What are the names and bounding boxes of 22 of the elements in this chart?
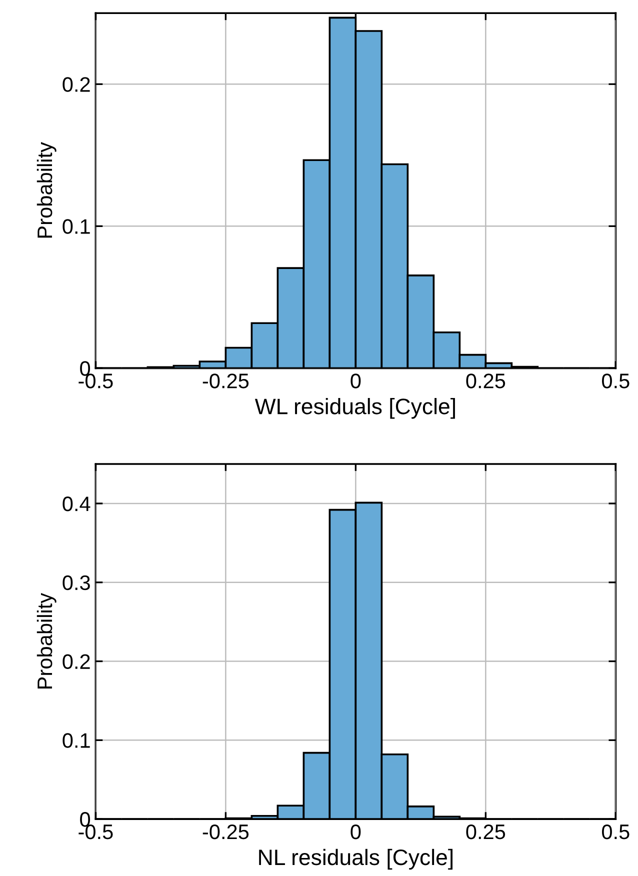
y-tick-label: 0 [80, 361, 90, 376]
x-tick-label: 0 [350, 374, 361, 388]
x-tick-label: 0.5 [602, 374, 630, 388]
y-tick-label: 0.1 [62, 219, 90, 234]
x-tick-label: 0 [350, 824, 361, 840]
x-axis-title: WL residuals [Cycle] [254, 398, 455, 419]
y-tick-label: 0.2 [62, 654, 90, 670]
x-tick-label: -0.25 [202, 374, 249, 388]
y-tick-label: 0 [80, 812, 90, 827]
y-tick-label: 0.1 [62, 733, 90, 748]
y-axis-title: Probability [36, 142, 56, 238]
x-tick-label: -0.5 [78, 824, 113, 840]
y-tick-label: 0.4 [62, 496, 90, 512]
x-tick-label: -0.25 [202, 824, 249, 840]
y-axis-title: Probability [36, 592, 56, 688]
x-tick-label: -0.5 [78, 374, 113, 388]
x-tick-label: 0.25 [466, 824, 506, 840]
x-axis-title: NL residuals [Cycle] [259, 848, 452, 870]
x-tick-label: 0.25 [466, 374, 506, 388]
x-tick-label: 0.5 [602, 824, 630, 840]
y-tick-label: 0.3 [62, 575, 90, 590]
y-tick-label: 0.2 [62, 77, 90, 92]
